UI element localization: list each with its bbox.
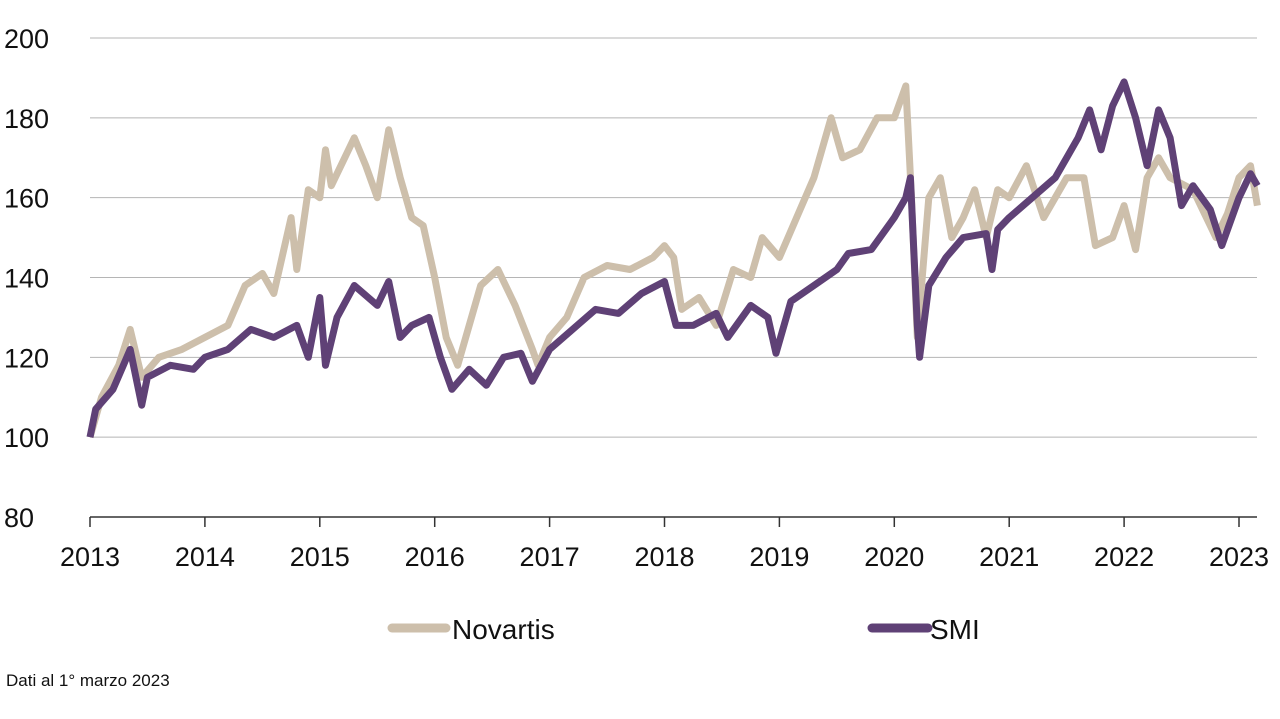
x-tick-label: 2018: [634, 542, 694, 572]
gridlines: [90, 37, 1257, 438]
y-tick-label: 80: [4, 503, 34, 533]
y-tick-label: 180: [4, 104, 49, 134]
x-tick-label: 2022: [1094, 542, 1154, 572]
x-tick-label: 2017: [520, 542, 580, 572]
y-tick-label: 200: [4, 24, 49, 54]
x-tick-label: 2023: [1209, 542, 1269, 572]
x-tick-label: 2021: [979, 542, 1039, 572]
x-tick-label: 2014: [175, 542, 235, 572]
legend: Novartis SMI: [387, 614, 980, 645]
series-lines: [86, 78, 1261, 439]
y-axis-ticks: 80 100 120 140 160 180 200: [4, 24, 49, 533]
series-line-novartis: [86, 82, 1261, 439]
series-line-smi: [86, 78, 1261, 438]
x-tick-label: 2015: [290, 542, 350, 572]
y-tick-label: 100: [4, 423, 49, 453]
x-tick-label: 2019: [749, 542, 809, 572]
x-tick-label: 2013: [60, 542, 120, 572]
legend-label-smi: SMI: [930, 614, 980, 645]
y-tick-label: 120: [4, 343, 49, 373]
legend-label-novartis: Novartis: [452, 614, 555, 645]
x-tick-label: 2020: [864, 542, 924, 572]
y-tick-label: 140: [4, 264, 49, 294]
y-tick-label: 160: [4, 184, 49, 214]
footnote: Dati al 1° marzo 2023: [6, 671, 170, 690]
x-axis: 2013 2014 2015 2016 2017 2018 2019 2020 2021 2022…: [60, 516, 1269, 572]
x-tick-label: 2016: [405, 542, 465, 572]
